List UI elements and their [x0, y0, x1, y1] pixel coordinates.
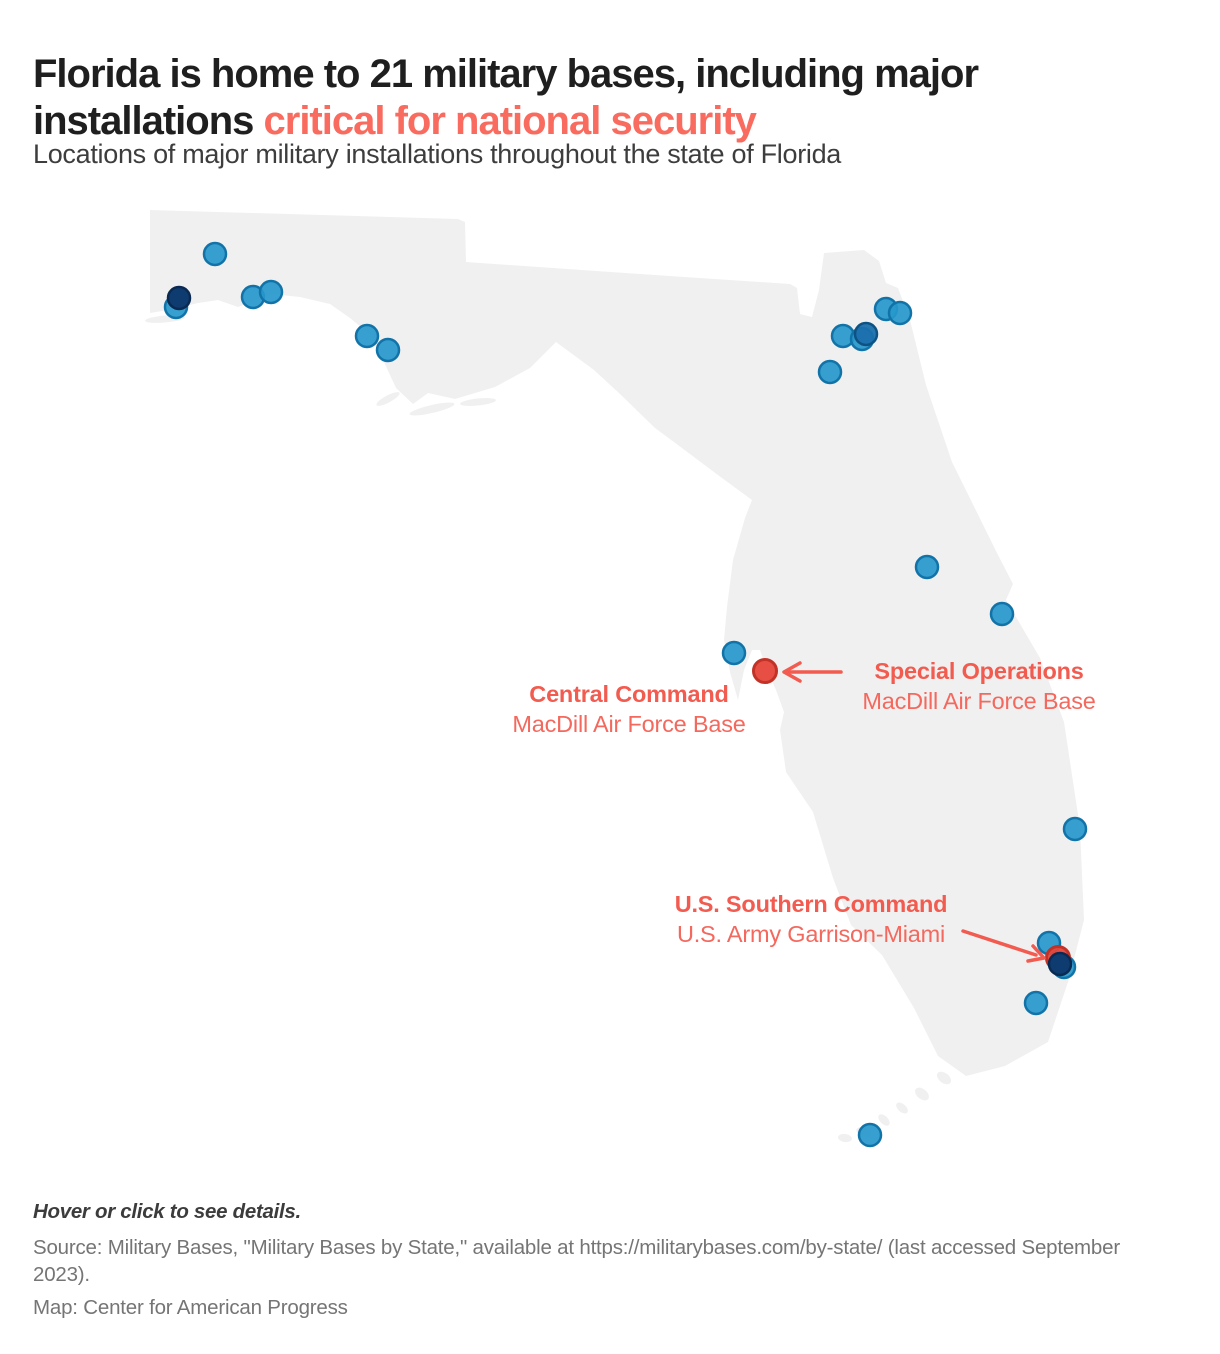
marker-base[interactable] — [1023, 990, 1049, 1016]
title-black-line2: installations — [33, 98, 264, 143]
marker-base[interactable] — [258, 279, 284, 305]
marker-base[interactable] — [817, 359, 843, 385]
annotation-central-command-subtitle: MacDill Air Force Base — [512, 711, 746, 737]
macdill-arrowhead — [782, 661, 802, 683]
annotation-southern-command-subtitle: U.S. Army Garrison-Miami — [676, 921, 946, 947]
island-shape — [838, 1133, 852, 1143]
title-black-line1: Florida is home to 21 military bases, in… — [33, 51, 979, 96]
marker-base[interactable] — [354, 323, 380, 349]
page-title: Florida is home to 21 military bases, in… — [33, 51, 1203, 145]
island-shape — [915, 1087, 929, 1101]
base-markers — [163, 241, 1088, 1148]
hover-hint: Hover or click to see details. — [33, 1200, 301, 1223]
source-note: Source: Military Bases, "Military Bases … — [33, 1236, 1120, 1286]
annotation-arrows — [782, 661, 1046, 963]
annotation-special-operations-title: Special Operations — [874, 658, 1084, 684]
annotation-special-operations-subtitle: MacDill Air Force Base — [862, 688, 1096, 714]
annotation-central-command: Central Command MacDill Air Force Base — [512, 679, 745, 739]
florida-state-shape — [150, 210, 1084, 1076]
marker-base[interactable] — [887, 300, 913, 326]
miami-arrowhead — [1026, 944, 1046, 963]
marker-command[interactable] — [752, 658, 778, 684]
island-shape — [936, 1071, 952, 1085]
page-subtitle: Locations of major military installation… — [33, 139, 842, 169]
miami-arrow — [961, 929, 1038, 957]
island-shape — [409, 402, 455, 416]
island-shape — [996, 1024, 1020, 1044]
marker-base[interactable] — [202, 241, 228, 267]
marker-base[interactable] — [1062, 816, 1088, 842]
islands — [145, 315, 1020, 1143]
island-shape — [460, 398, 496, 406]
marker-base-navy[interactable] — [166, 285, 192, 311]
annotation-southern-command: U.S. Southern Command U.S. Army Garrison… — [675, 889, 948, 949]
marker-base[interactable] — [989, 601, 1015, 627]
annotation-central-command-title: Central Command — [529, 681, 729, 707]
annotation-special-operations: Special Operations MacDill Air Force Bas… — [862, 656, 1095, 716]
island-shape — [979, 1040, 997, 1056]
island-shape — [958, 1055, 974, 1069]
marker-base-navy[interactable] — [1047, 951, 1073, 977]
marker-base[interactable] — [721, 640, 747, 666]
annotation-southern-command-title: U.S. Southern Command — [674, 891, 948, 917]
map-credit: Map: Center for American Progress — [33, 1296, 348, 1319]
island-shape — [896, 1102, 908, 1114]
marker-base-dark[interactable] — [853, 321, 879, 347]
title-accent: critical for national security — [263, 98, 757, 143]
marker-base[interactable] — [857, 1122, 883, 1148]
marker-base[interactable] — [375, 337, 401, 363]
island-shape — [878, 1114, 890, 1126]
island-shape — [376, 392, 400, 406]
marker-base[interactable] — [914, 554, 940, 580]
